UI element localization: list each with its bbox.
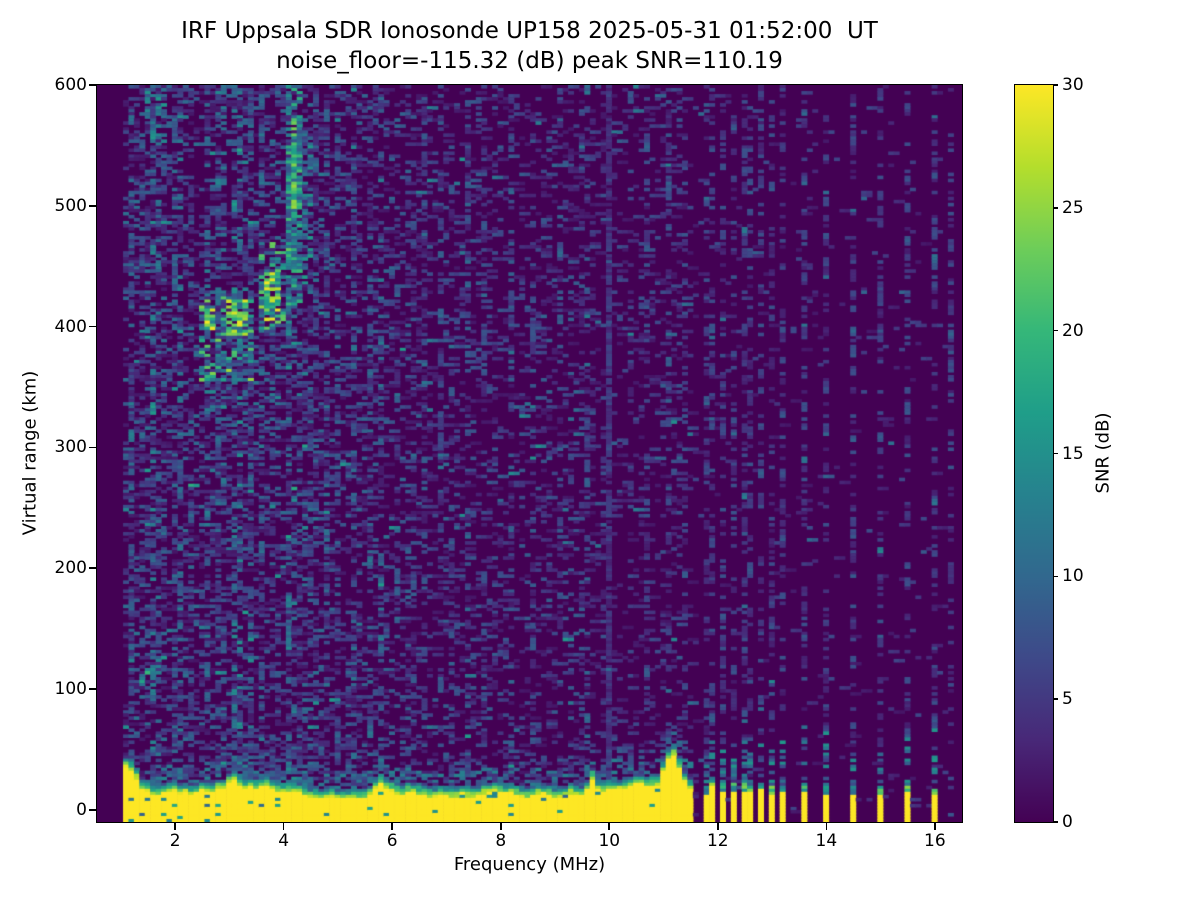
x-tick-mark	[608, 822, 611, 830]
x-tick-label: 6	[386, 831, 398, 851]
x-tick-mark	[282, 822, 285, 830]
colorbar	[1015, 85, 1053, 822]
colorbar-tick-label: 10	[1062, 566, 1084, 587]
y-tick-label: 600	[54, 75, 87, 95]
y-tick-label: 300	[54, 437, 87, 458]
x-axis-label: Frequency (MHz)	[453, 854, 606, 875]
colorbar-tick-label: 5	[1062, 689, 1073, 710]
x-tick-mark	[391, 822, 393, 830]
x-tick-label: 2	[169, 831, 181, 851]
colorbar-tick-label: 20	[1062, 320, 1084, 341]
colorbar-tick-label: 25	[1062, 197, 1084, 218]
y-tick-label: 200	[54, 558, 87, 579]
x-tick-mark	[717, 822, 719, 830]
colorbar-tick-label: 0	[1062, 812, 1073, 832]
x-tick-mark	[499, 822, 502, 830]
y-tick-label: 400	[54, 316, 87, 337]
y-tick-mark	[89, 446, 97, 449]
colorbar-tick-mark	[1053, 698, 1058, 700]
x-tick-label: 8	[495, 831, 507, 851]
x-tick-label: 16	[924, 831, 946, 851]
x-tick-label: 4	[278, 831, 290, 851]
colorbar-tick-mark	[1053, 452, 1058, 455]
y-axis-label: Virtual range (km)	[19, 370, 41, 536]
x-tick-label: 12	[706, 831, 729, 851]
colorbar-tick-mark	[1053, 84, 1058, 86]
colorbar-tick-label: 30	[1062, 75, 1084, 95]
colorbar-tick-mark	[1053, 821, 1058, 823]
y-tick-mark	[89, 809, 97, 811]
colorbar-label: SNR (dB)	[1092, 412, 1114, 494]
colorbar-tick-label: 15	[1062, 443, 1084, 464]
y-tick-label: 0	[76, 799, 87, 820]
y-tick-mark	[89, 205, 97, 207]
ionogram-heatmap	[97, 85, 962, 822]
colorbar-tick-mark	[1053, 329, 1058, 332]
y-tick-mark	[89, 325, 97, 328]
x-tick-label: 14	[815, 831, 838, 851]
x-tick-label: 10	[598, 831, 621, 851]
x-tick-mark	[934, 822, 936, 830]
x-tick-mark	[174, 822, 176, 830]
figure-title-line2: noise_floor=-115.32 (dB) peak SNR=110.19	[276, 48, 783, 74]
x-tick-mark	[825, 822, 828, 830]
y-tick-mark	[89, 84, 97, 86]
y-tick-label: 500	[54, 195, 87, 216]
y-tick-mark	[89, 688, 97, 690]
y-tick-label: 100	[54, 679, 87, 700]
figure-title-line1: IRF Uppsala SDR Ionosonde UP158 2025-05-…	[181, 18, 878, 44]
colorbar-tick-mark	[1053, 207, 1058, 209]
y-tick-mark	[89, 567, 97, 570]
colorbar-tick-mark	[1053, 575, 1058, 578]
